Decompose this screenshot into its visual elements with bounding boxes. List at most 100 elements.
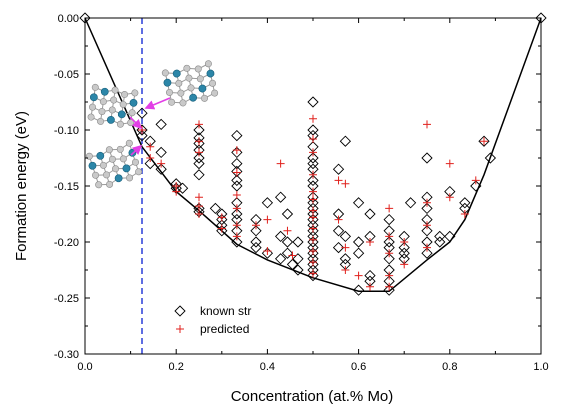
predicted-point (309, 170, 317, 179)
known-str-point (193, 169, 205, 181)
host-atom (92, 171, 100, 179)
known-str-point (332, 163, 345, 175)
predicted-point (309, 187, 317, 196)
host-atom (88, 103, 96, 111)
predicted-point (195, 148, 203, 157)
host-atom (211, 89, 219, 97)
predicted-point (366, 282, 374, 291)
mo-atom (198, 84, 207, 93)
host-atom (204, 60, 212, 68)
known-str-point (364, 269, 376, 282)
host-atom (125, 139, 133, 147)
predicted-point (195, 193, 203, 202)
host-atom (106, 180, 114, 188)
host-atom (121, 91, 129, 99)
predicted-point (232, 190, 241, 199)
predicted-point (400, 260, 409, 269)
host-atom (166, 88, 174, 96)
known-str-point (250, 236, 262, 248)
known-str-point (307, 96, 319, 108)
host-atom (187, 84, 195, 92)
mo-atom (189, 93, 198, 102)
known-str-point (292, 236, 304, 248)
predicted-point (334, 176, 343, 185)
known-str-point (193, 152, 205, 164)
known-str-point (332, 225, 345, 237)
inset-structure-left (87, 83, 139, 128)
host-atom (110, 96, 118, 104)
known-str-point (231, 208, 243, 220)
mo-atom (117, 110, 126, 119)
known-str-point (292, 264, 304, 276)
x-tick-label: 1.0 (533, 361, 548, 373)
predicted-point (283, 226, 292, 235)
known-str-point (231, 157, 243, 170)
host-atom (183, 64, 191, 72)
known-str-point (281, 247, 294, 259)
mo-atom (114, 174, 123, 183)
known-str-point (144, 157, 156, 170)
known-str-point (352, 284, 365, 296)
mo-atom (163, 78, 172, 87)
host-atom (85, 152, 93, 160)
mo-atom (89, 93, 98, 102)
host-atom (116, 145, 124, 153)
known-str-point (193, 157, 205, 170)
host-atom (108, 106, 116, 114)
host-atom (196, 75, 204, 83)
host-atom (209, 79, 217, 87)
known-str-point (136, 107, 148, 119)
known-str-point (470, 180, 482, 192)
predicted-point (157, 159, 166, 168)
known-str-point (286, 258, 299, 271)
predicted-point (232, 221, 241, 230)
known-str-point (274, 230, 287, 243)
legend-known-marker (174, 305, 186, 317)
host-atom (175, 79, 183, 87)
known-str-point (404, 197, 417, 209)
host-atom (119, 155, 127, 163)
host-atom (105, 146, 113, 154)
predicted-point (146, 142, 155, 151)
host-atom (95, 181, 103, 189)
known-str-point (281, 236, 294, 248)
predicted-point (309, 246, 317, 255)
known-str-point (274, 191, 287, 203)
structure-insets (85, 60, 219, 189)
known-str-point (383, 284, 395, 296)
predicted-point (471, 176, 480, 185)
predicted-point (172, 187, 181, 196)
annotation-arrow (130, 144, 143, 156)
known-str-point (231, 146, 243, 159)
known-str-point (352, 236, 365, 248)
known-str-point (307, 269, 319, 282)
known-str-point (250, 241, 262, 254)
x-tick-label: 0.8 (442, 361, 457, 373)
predicted-point (276, 159, 285, 168)
predicted-point (309, 235, 317, 244)
known-str-point (209, 202, 222, 215)
known-str-point (478, 135, 490, 147)
y-tick-label: -0.25 (54, 293, 79, 305)
predicted-point (341, 243, 350, 252)
host-atom (99, 98, 107, 106)
known-str-point (434, 230, 446, 243)
predicted-point (309, 213, 317, 222)
y-axis-title: Formation energy (eV) (13, 111, 30, 261)
inset-structure-bottom (85, 139, 143, 189)
known-str-point (261, 197, 274, 209)
host-atom (135, 168, 143, 176)
predicted-point (354, 271, 363, 280)
predicted-point (309, 148, 317, 157)
known-str-point (421, 247, 433, 259)
predicted-point (341, 179, 350, 188)
predicted-point (423, 221, 431, 230)
predicted-point (217, 213, 226, 222)
host-atom (97, 117, 105, 125)
known-str-point (136, 129, 148, 142)
legend: known str predicted (174, 304, 251, 336)
host-atom (102, 171, 110, 179)
predicted-point (341, 266, 350, 274)
predicted-point (195, 202, 203, 211)
predicted-point (334, 215, 343, 224)
